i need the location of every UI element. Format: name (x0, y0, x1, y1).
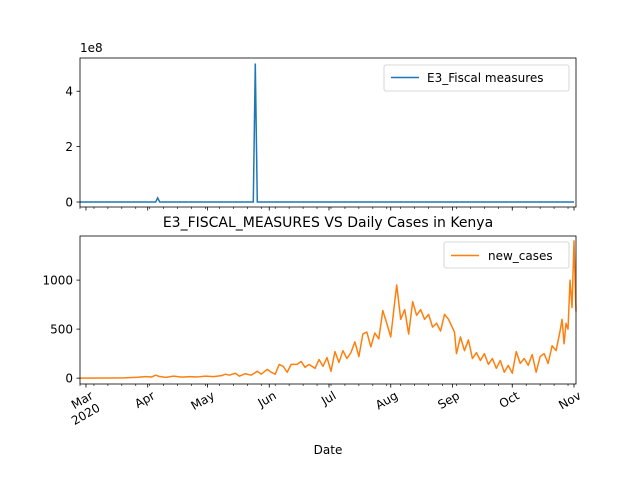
bottom-legend-label: new_cases (488, 249, 553, 263)
top-axes-frame (79, 57, 577, 208)
top-legend-label: E3_Fiscal measures (427, 71, 544, 85)
bottom-axes-frame (79, 235, 577, 385)
new-cases-line (79, 240, 577, 379)
y-tick-label: 4 (65, 85, 73, 99)
x-tick-label: Mar2020 (62, 388, 103, 428)
bottom-legend: new_cases (443, 241, 570, 269)
x-tick-label: Aug (373, 388, 400, 412)
x-tick-label: Oct (497, 388, 522, 411)
y-tick-label: 0 (65, 196, 73, 210)
x-tick-label: Nov (556, 388, 583, 412)
x-tick-label: Jun (255, 388, 279, 410)
x-tick-label: Sep (435, 388, 462, 411)
top-legend: E3_Fiscal measures (383, 64, 570, 92)
bottom-x-ticks: Mar2020 Apr May Jun Jul Aug Sep Oct Nov (62, 384, 584, 428)
x-tick-label: Apr (132, 388, 157, 411)
top-y-ticks: 0 2 4 (65, 85, 80, 210)
y-tick-label: 0 (65, 372, 73, 386)
x-tick-label: Jul (318, 388, 338, 408)
top-x-ticks (79, 207, 575, 211)
bottom-y-ticks: 0 500 1000 (42, 274, 80, 386)
y-tick-label: 2 (65, 140, 73, 154)
bottom-axes: E3_FISCAL_MEASURES VS Daily Cases in Ken… (42, 215, 583, 457)
fiscal-measures-line (80, 63, 575, 203)
x-axis-label: Date (314, 443, 343, 457)
y-tick-label: 1000 (42, 274, 73, 288)
top-y-scale-label: 1e8 (80, 41, 103, 55)
x-tick-label: May (188, 388, 216, 413)
top-axes: 0 2 4 1e8 E3_Fiscal measures (65, 41, 577, 211)
y-tick-label: 500 (50, 323, 73, 337)
chart-title: E3_FISCAL_MEASURES VS Daily Cases in Ken… (163, 215, 493, 231)
